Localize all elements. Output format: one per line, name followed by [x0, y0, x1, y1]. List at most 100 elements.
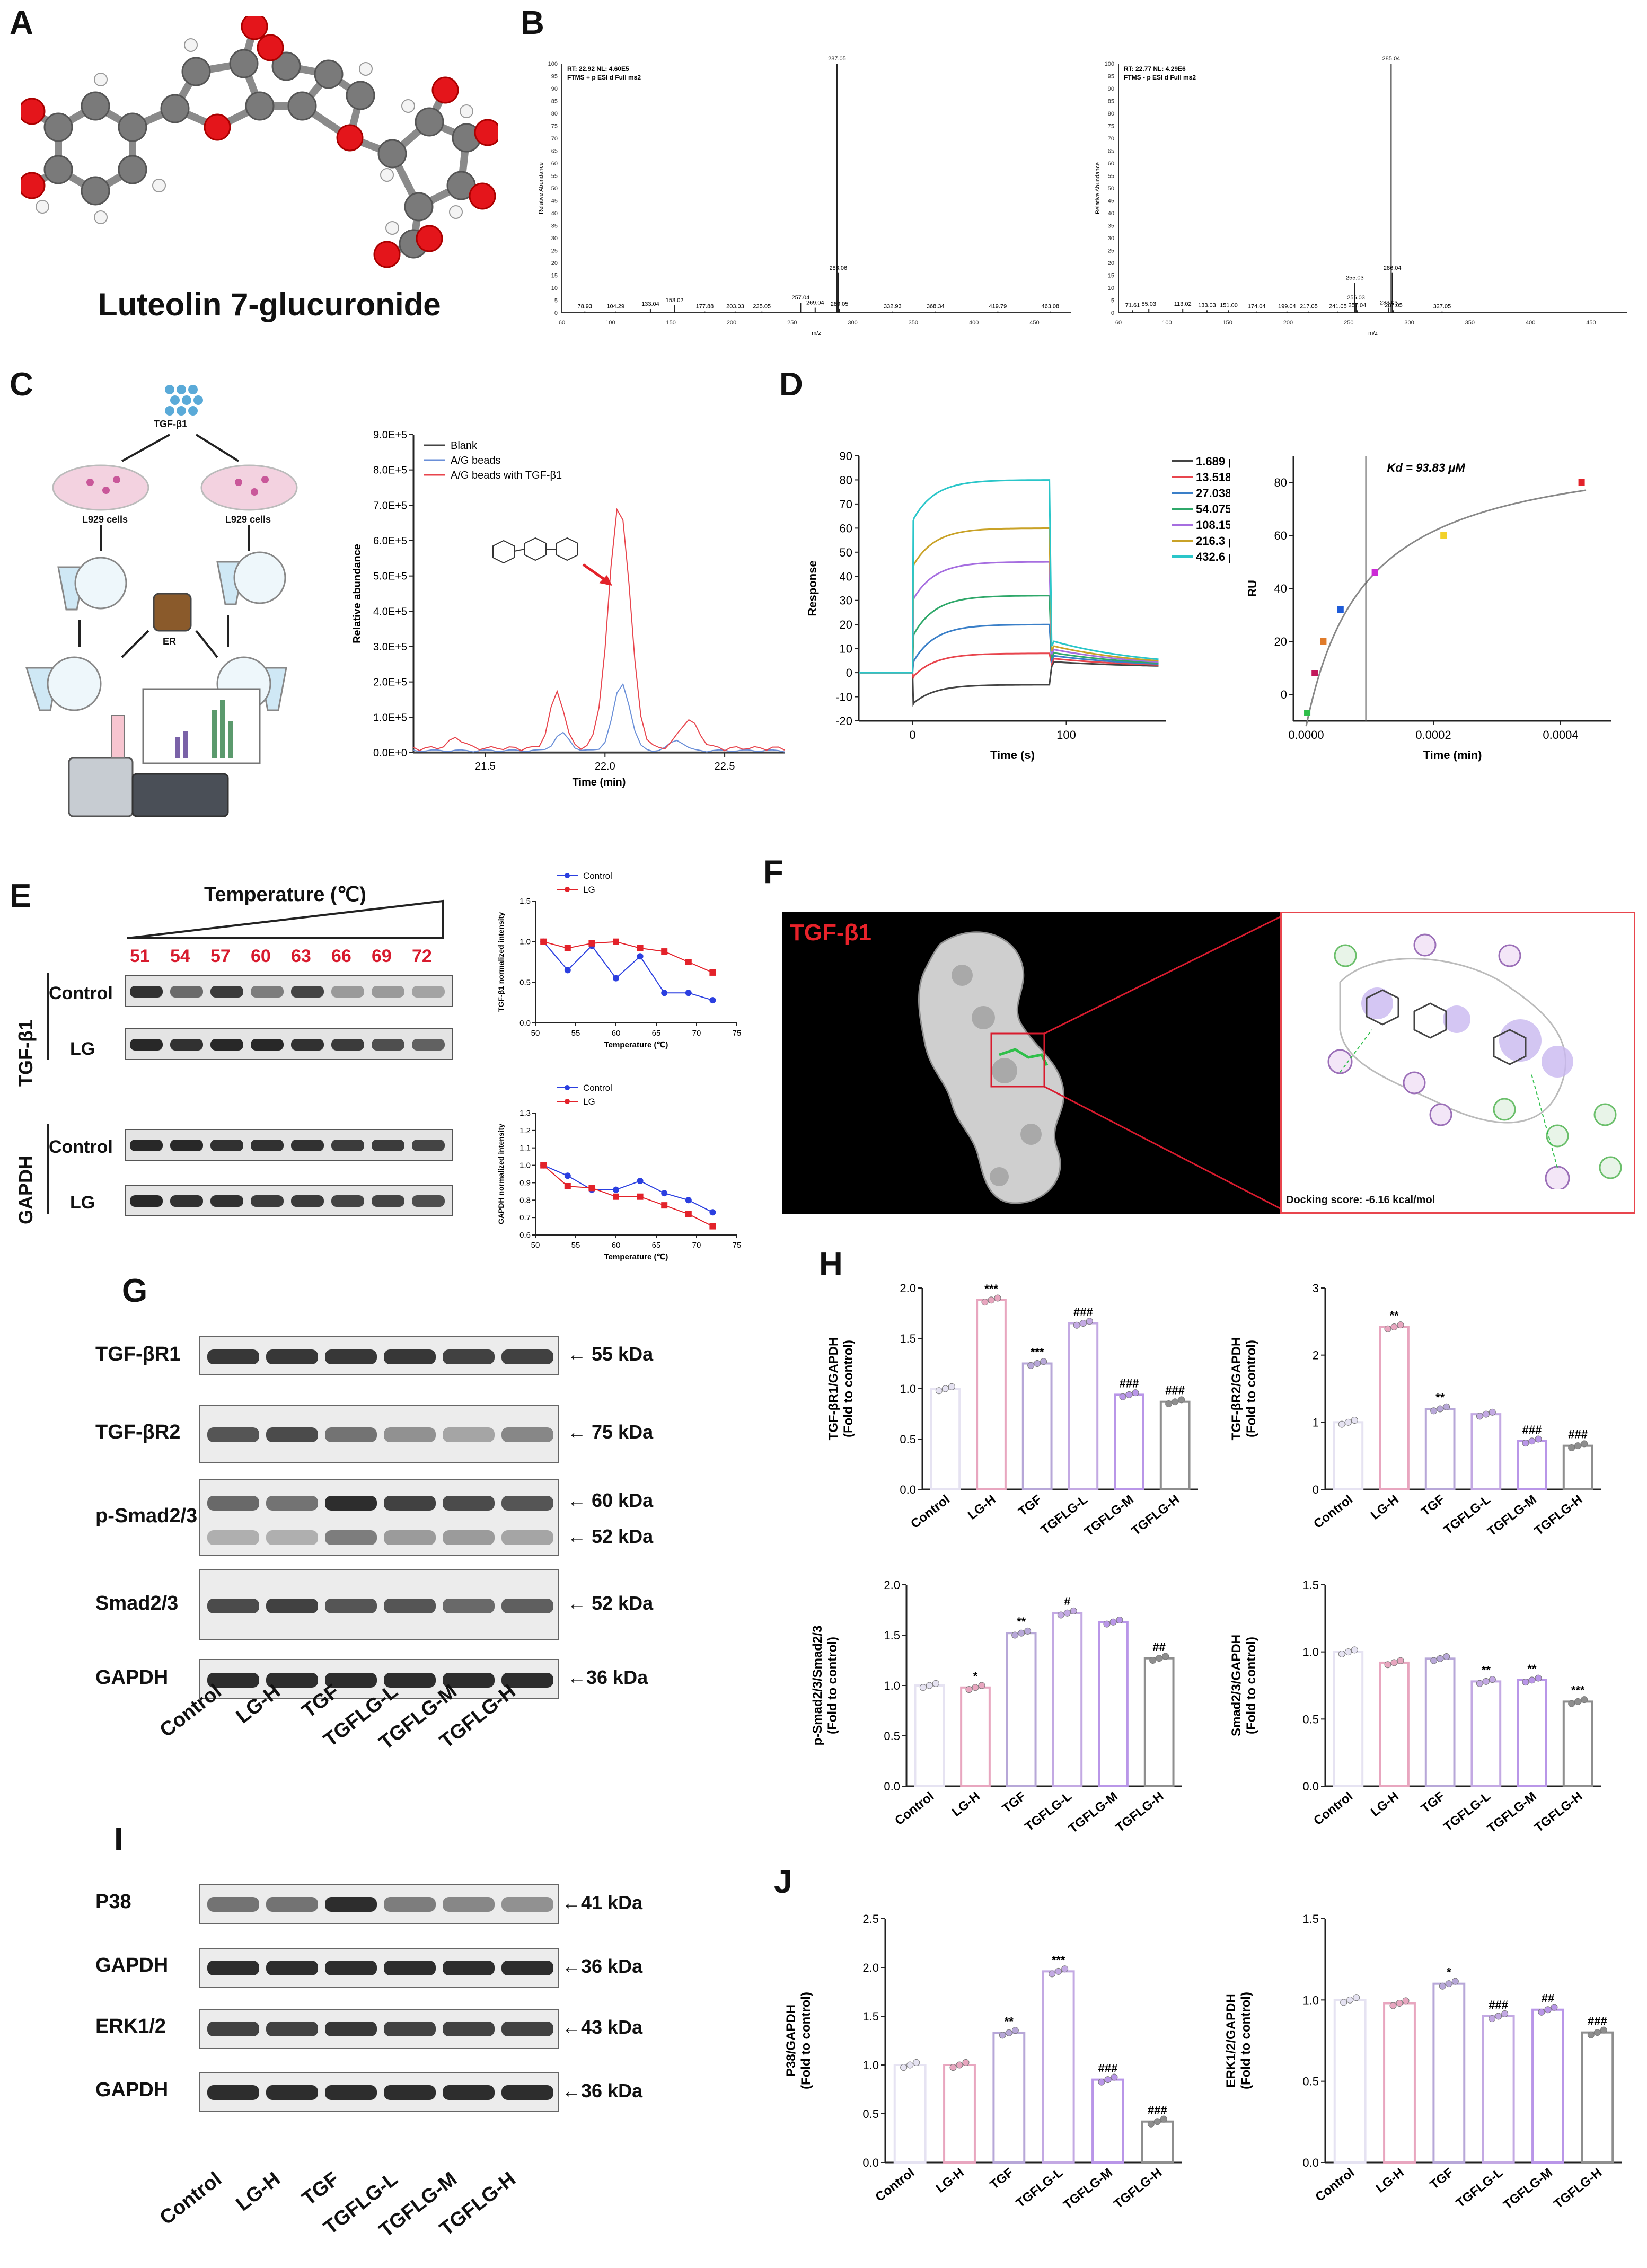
data-point [1437, 1405, 1444, 1413]
data-point [1304, 710, 1311, 716]
blot-band [210, 1039, 243, 1051]
blot-band [372, 1140, 404, 1151]
significance-mark: ** [1482, 1663, 1491, 1676]
y-tick-label: 30 [551, 235, 558, 242]
y-axis-label: p-Smad2/3/Smad2/3 [811, 1626, 825, 1746]
legend-label: 1.689 μM [1196, 455, 1230, 468]
temperature-value: 60 [251, 946, 271, 966]
data-point [1443, 1653, 1450, 1661]
sensorgram-curve [859, 652, 1159, 681]
y-tick-label: 2.0 [862, 1961, 879, 1974]
data-point [965, 1686, 973, 1693]
data-point [1034, 1360, 1041, 1367]
x-tick-label: 0.0002 [1415, 728, 1451, 742]
y-tick-label: 50 [840, 546, 852, 559]
blot-band [384, 2022, 436, 2036]
temperature-value: 63 [291, 946, 311, 966]
bar [1531, 2008, 1564, 2164]
blot-row-label: GAPDH [95, 1666, 169, 1689]
blot-band [501, 1672, 553, 1688]
blot-band [325, 1598, 377, 1613]
bar [1091, 2078, 1124, 2164]
data-point [1011, 1631, 1019, 1639]
data-point [1172, 1398, 1179, 1406]
blot-band [325, 1427, 377, 1442]
blot-strip [199, 1948, 559, 1988]
docking-protein-label: TGF-β1 [790, 920, 871, 946]
data-point [1551, 2004, 1558, 2011]
blot-band [325, 1897, 377, 1912]
significance-mark: ### [1489, 1998, 1508, 2011]
significance-mark: *** [984, 1282, 998, 1295]
data-point [1535, 1674, 1542, 1682]
y-tick-label: 0 [1281, 688, 1287, 701]
peak-label: 255.03 [1346, 275, 1364, 281]
significance-mark: ## [1542, 1992, 1554, 2005]
data-point [613, 975, 619, 982]
y-axis-label: (Fold to control) [799, 1992, 813, 2089]
data-point [661, 1202, 668, 1209]
y-axis-label: P38/GAPDH [784, 2005, 798, 2077]
molecular-weight-label: ←41 kDa [562, 1892, 643, 1913]
data-point [1070, 1607, 1077, 1614]
blot-band [266, 1961, 318, 1975]
data-point [1574, 1698, 1582, 1705]
data-point [1390, 1659, 1398, 1666]
blot-band [170, 1039, 203, 1051]
x-tick-label: 60 [612, 1241, 621, 1250]
blot-band [266, 1672, 318, 1688]
x-tick-label: 50 [531, 1029, 540, 1038]
cetsa-tgfb1-chart: 0.0 0.5 1.0 1.5 50 55 60 65 70 75 Temperature (℃) T… [497, 871, 741, 1049]
peak-label: 283.03 [1380, 300, 1398, 306]
blot-band [207, 1427, 259, 1442]
y-tick-label: 0.0 [1302, 2156, 1319, 2169]
category-label: TGFLG-M [1485, 1492, 1539, 1539]
category-label: LG-H [965, 1492, 999, 1522]
category-label: TGFLG-L [1441, 1492, 1493, 1537]
y-axis-label: (Fold to control) [1239, 1992, 1253, 2089]
category-label: TGFLG-H [1532, 1789, 1586, 1835]
significance-mark: ** [1389, 1309, 1399, 1322]
data-point [1528, 1437, 1536, 1445]
blot-band [384, 1961, 436, 1975]
x-tick-label: 100 [1056, 728, 1076, 742]
x-tick-label: 0 [909, 728, 915, 742]
significance-mark: *** [1052, 1953, 1065, 1966]
blot-row-label: GAPDH [95, 1954, 169, 1976]
y-tick-label: 1.0 [1302, 1993, 1319, 2007]
bar [1383, 2002, 1416, 2164]
data-point [637, 1193, 644, 1200]
category-label: TGF [1419, 1789, 1447, 1816]
data-point [1430, 1657, 1438, 1664]
y-tick-label: 3 [1313, 1282, 1319, 1295]
blot-band [266, 2085, 318, 2100]
data-point [1351, 1417, 1358, 1424]
bar [960, 1686, 991, 1787]
blot-band [291, 986, 324, 998]
x-tick-label: 55 [571, 1241, 580, 1250]
significance-mark: ### [1588, 2015, 1607, 2028]
y-tick-label: 0.5 [900, 1433, 916, 1446]
y-tick-label: 1.0 [884, 1679, 900, 1692]
temperature-label: Temperature (℃) [204, 884, 366, 906]
significance-mark: ** [1527, 1662, 1537, 1675]
y-tick-label: 90 [840, 449, 852, 463]
x-axis-label: Time (s) [990, 748, 1035, 762]
bar-chart-p38: 0.0 0.5 1.0 1.5 2.0 2.5 P38/GAPDH (Fold to cont… [784, 1912, 1182, 2212]
x-axis-label: Time (min) [1423, 748, 1482, 762]
legend-label: Blank [451, 440, 478, 452]
y-tick-label: 5.0E+5 [373, 571, 407, 583]
category-label: TGFLG-H [1551, 2165, 1605, 2211]
bar [1068, 1322, 1099, 1490]
category-label: TGFLG-H [1129, 1492, 1183, 1538]
peak-label: 288.06 [829, 265, 847, 271]
y-axis-label: RU [1246, 580, 1259, 597]
blot-band [207, 2022, 259, 2036]
data-point [1109, 1618, 1117, 1626]
data-point [1489, 1408, 1496, 1416]
significance-mark: *** [1571, 1683, 1585, 1697]
data-point [1476, 1680, 1483, 1687]
panel-letter-a: A [10, 5, 33, 41]
data-point [1338, 1420, 1345, 1428]
bar [1141, 2120, 1174, 2164]
